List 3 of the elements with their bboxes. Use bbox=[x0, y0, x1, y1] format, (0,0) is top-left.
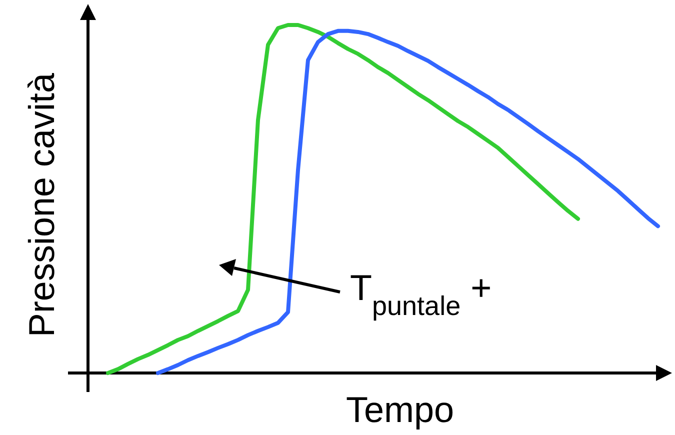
x-axis-title: Tempo bbox=[346, 389, 454, 430]
y-axis-title: Pressione cavità bbox=[21, 72, 62, 338]
annotation: T$_{puntale}$ + bbox=[350, 267, 492, 321]
